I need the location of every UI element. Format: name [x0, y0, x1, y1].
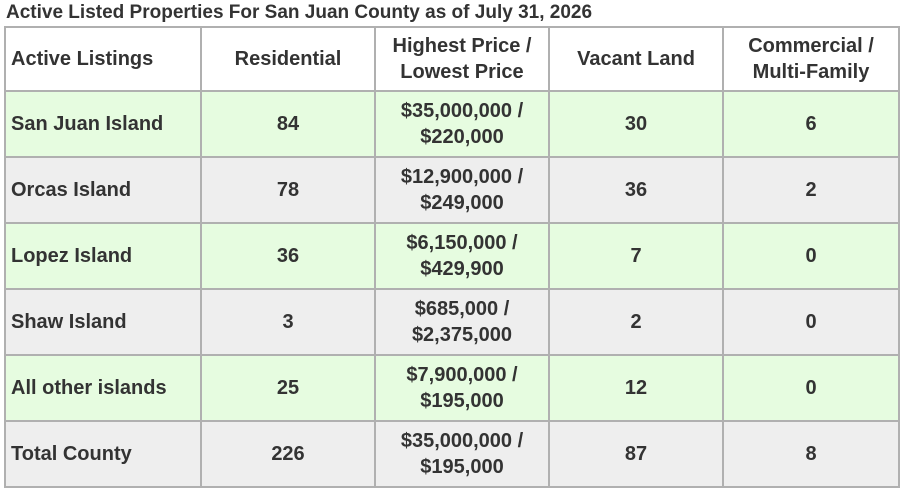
row-commercial: 2	[722, 156, 900, 224]
table-row: All other islands 25 $7,900,000 / $195,0…	[4, 354, 900, 422]
row-name: All other islands	[4, 354, 202, 422]
header-commercial: Commercial / Multi-Family	[722, 26, 900, 92]
row-low-price: $220,000	[420, 126, 504, 148]
header-residential: Residential	[200, 26, 376, 92]
row-price-range: $12,900,000 / $249,000	[374, 156, 550, 224]
row-residential: 25	[200, 354, 376, 422]
header-price-line1: Highest Price /	[392, 35, 532, 57]
row-commercial: 8	[722, 420, 900, 488]
row-vacant-land: 36	[548, 156, 724, 224]
row-commercial: 0	[722, 354, 900, 422]
header-row: Active Listings Residential Highest Pric…	[4, 26, 900, 92]
listings-table: Active Listings Residential Highest Pric…	[4, 26, 900, 488]
row-vacant-land: 12	[548, 354, 724, 422]
table-row: San Juan Island 84 $35,000,000 / $220,00…	[4, 90, 900, 158]
page-title: Active Listed Properties For San Juan Co…	[6, 2, 593, 23]
row-residential: 36	[200, 222, 376, 290]
row-high-price: $35,000,000 /	[400, 430, 524, 452]
row-low-price: $195,000	[420, 390, 504, 412]
header-vacant-land: Vacant Land	[548, 26, 724, 92]
table-row-total: Total County 226 $35,000,000 / $195,000 …	[4, 420, 900, 488]
row-name: Shaw Island	[4, 288, 202, 356]
row-residential: 3	[200, 288, 376, 356]
row-price-range: $35,000,000 / $195,000	[374, 420, 550, 488]
row-vacant-land: 2	[548, 288, 724, 356]
row-vacant-land: 7	[548, 222, 724, 290]
table-row: Orcas Island 78 $12,900,000 / $249,000 3…	[4, 156, 900, 224]
row-low-price: $195,000	[420, 456, 504, 478]
row-price-range: $7,900,000 / $195,000	[374, 354, 550, 422]
row-name: Orcas Island	[4, 156, 202, 224]
table-row: Shaw Island 3 $685,000 / $2,375,000 2 0	[4, 288, 900, 356]
row-residential: 84	[200, 90, 376, 158]
row-commercial: 0	[722, 288, 900, 356]
row-high-price: $6,150,000 /	[406, 232, 518, 254]
row-price-range: $6,150,000 / $429,900	[374, 222, 550, 290]
row-high-price: $35,000,000 /	[400, 100, 524, 122]
row-high-price: $7,900,000 /	[406, 364, 518, 386]
header-commercial-line1: Commercial /	[748, 35, 874, 57]
row-commercial: 0	[722, 222, 900, 290]
row-low-price: $2,375,000	[411, 324, 513, 346]
row-residential: 226	[200, 420, 376, 488]
row-high-price: $685,000 /	[414, 298, 510, 320]
row-price-range: $35,000,000 / $220,000	[374, 90, 550, 158]
table-row: Lopez Island 36 $6,150,000 / $429,900 7 …	[4, 222, 900, 290]
row-low-price: $429,900	[420, 258, 504, 280]
row-name: San Juan Island	[4, 90, 202, 158]
row-price-range: $685,000 / $2,375,000	[374, 288, 550, 356]
row-name: Total County	[4, 420, 202, 488]
row-vacant-land: 30	[548, 90, 724, 158]
row-low-price: $249,000	[420, 192, 504, 214]
header-active-listings: Active Listings	[4, 26, 202, 92]
row-residential: 78	[200, 156, 376, 224]
row-commercial: 6	[722, 90, 900, 158]
row-name: Lopez Island	[4, 222, 202, 290]
header-price-line2: Lowest Price	[400, 61, 524, 83]
header-price-range: Highest Price / Lowest Price	[374, 26, 550, 92]
row-vacant-land: 87	[548, 420, 724, 488]
header-commercial-line2: Multi-Family	[752, 61, 870, 83]
row-high-price: $12,900,000 /	[400, 166, 524, 188]
